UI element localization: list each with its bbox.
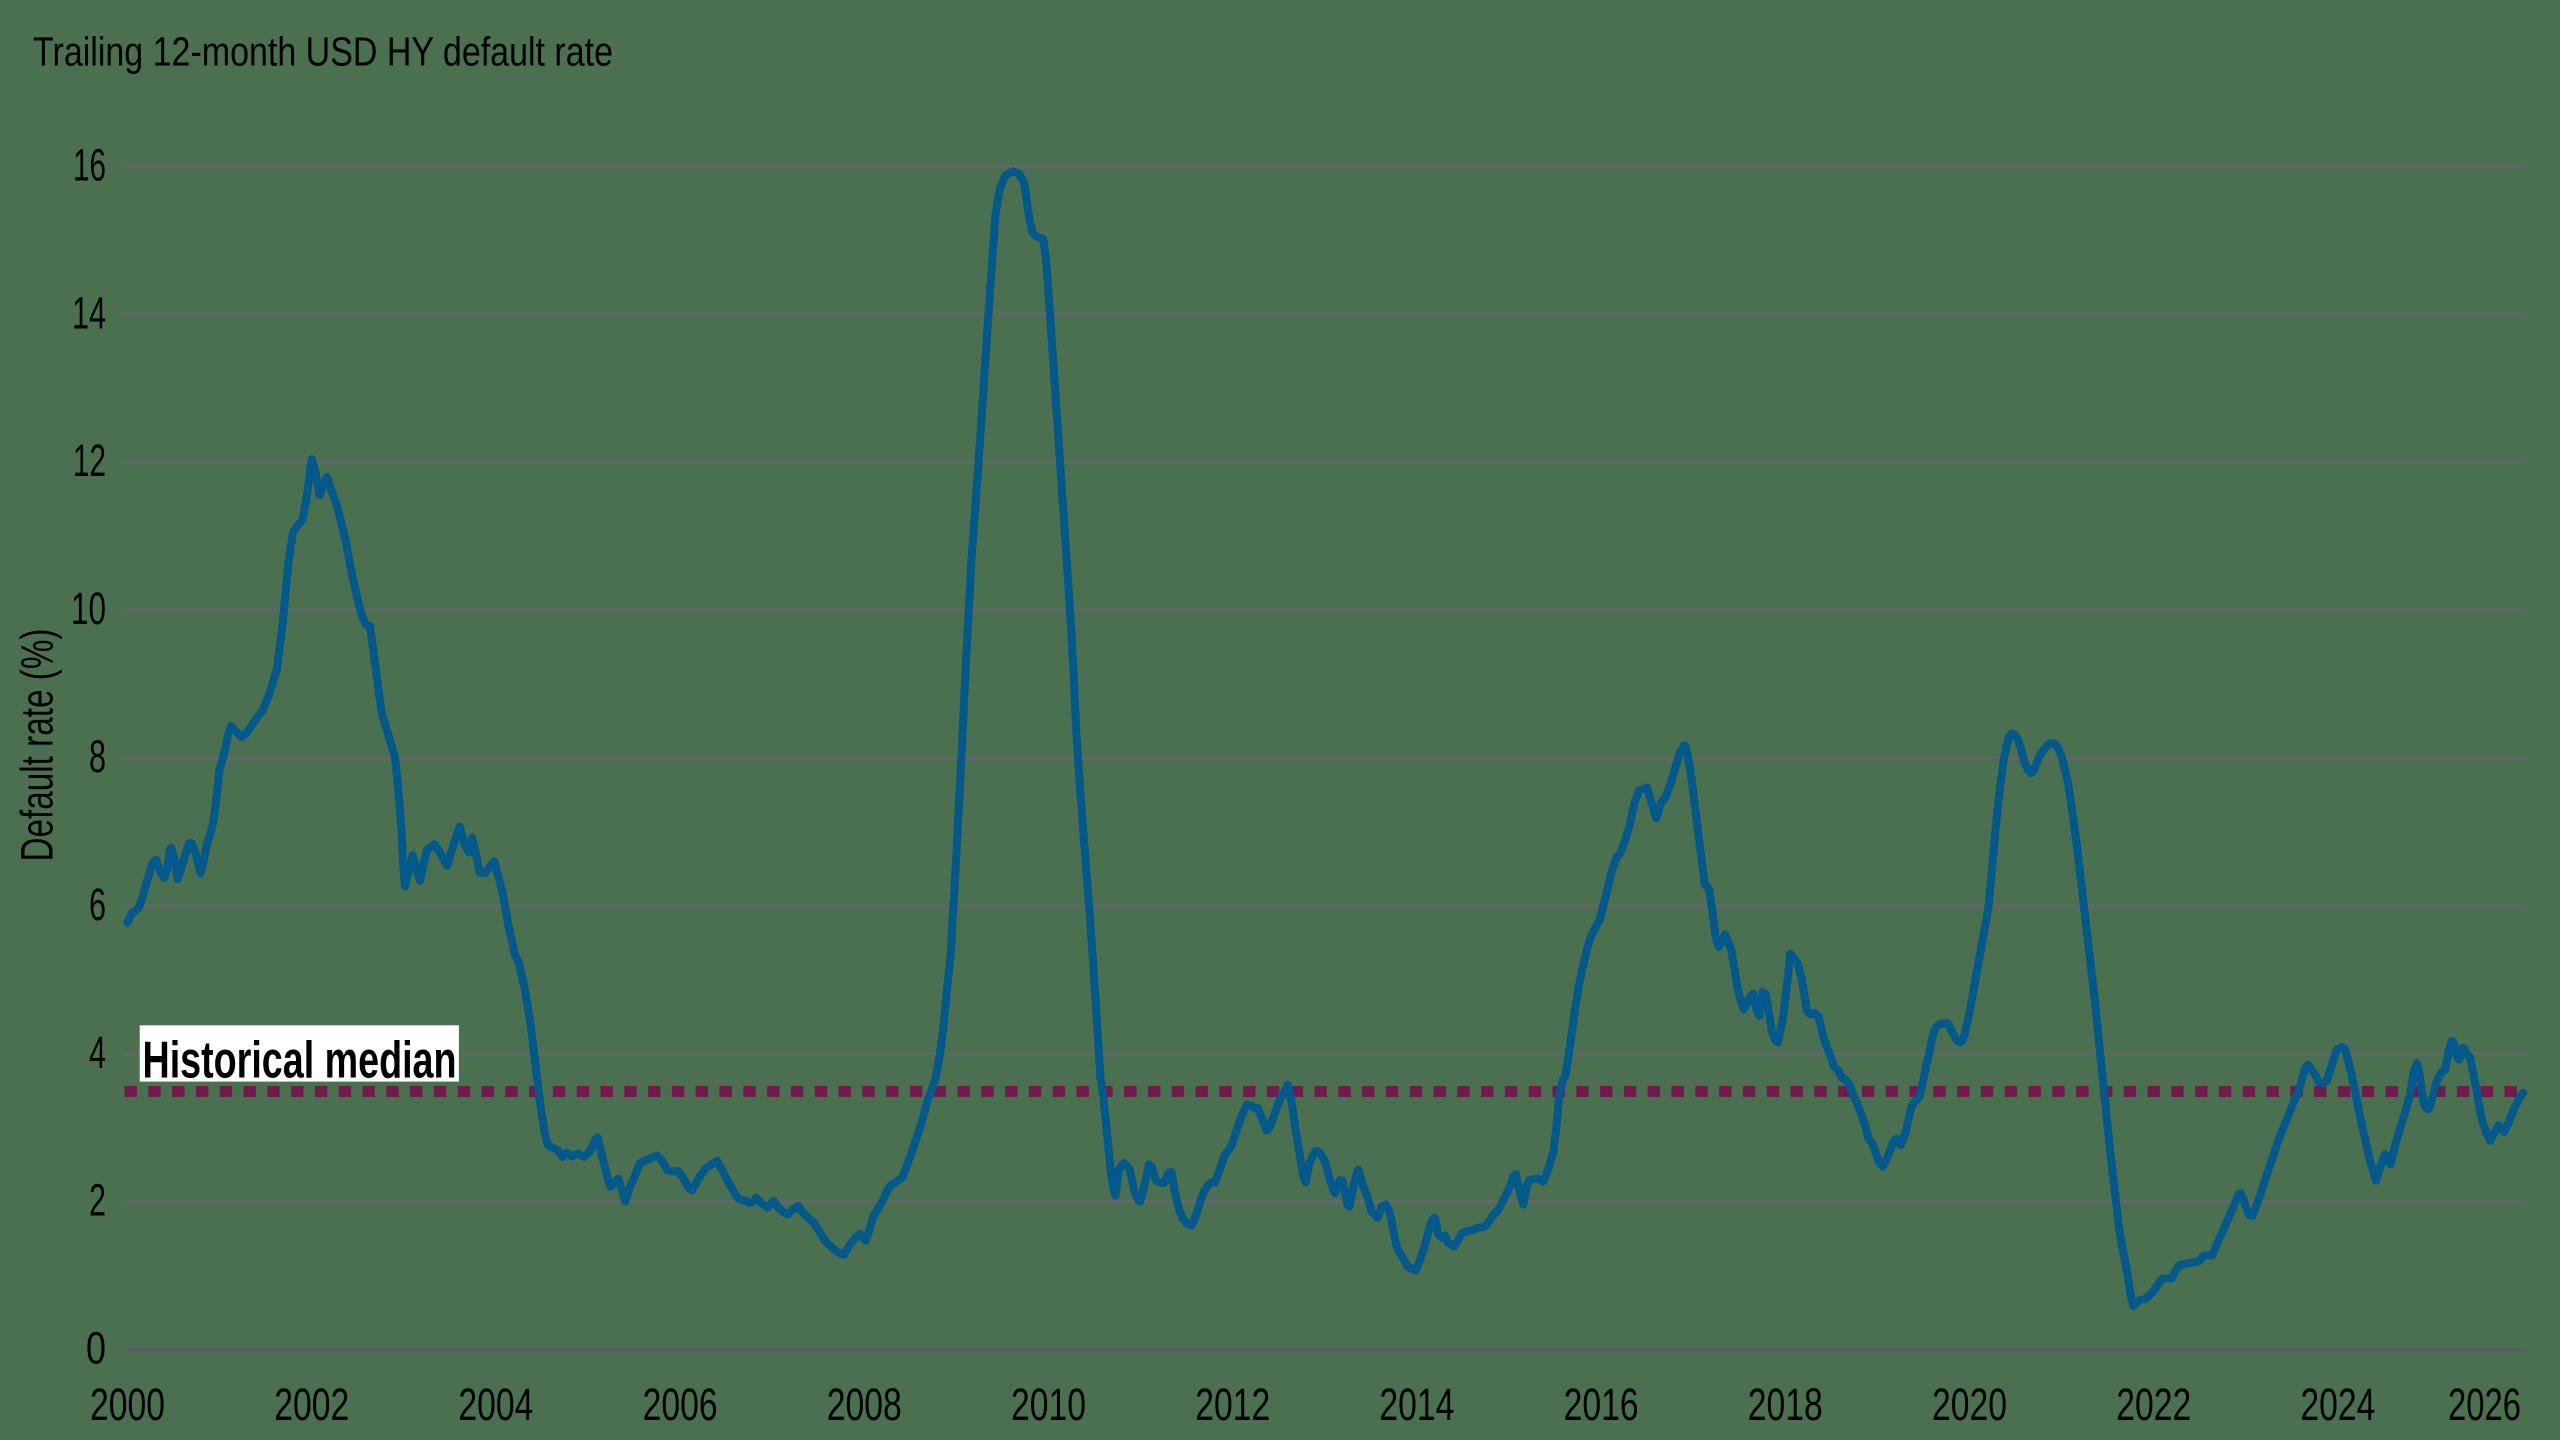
svg-text:12: 12	[73, 435, 106, 486]
svg-text:16: 16	[73, 139, 106, 190]
svg-text:8: 8	[89, 731, 106, 782]
svg-text:2004: 2004	[458, 1379, 533, 1430]
svg-text:2002: 2002	[274, 1379, 349, 1430]
svg-text:2: 2	[89, 1175, 106, 1226]
svg-text:Trailing 12-month USD HY defau: Trailing 12-month USD HY default rate	[33, 29, 613, 75]
svg-text:2024: 2024	[2300, 1379, 2375, 1430]
svg-text:Default rate (%): Default rate (%)	[12, 629, 63, 862]
svg-text:2012: 2012	[1195, 1379, 1270, 1430]
svg-text:2022: 2022	[2116, 1379, 2191, 1430]
svg-text:14: 14	[72, 287, 106, 338]
svg-text:2014: 2014	[1379, 1379, 1454, 1430]
svg-text:Historical median: Historical median	[143, 1032, 457, 1090]
svg-text:2008: 2008	[827, 1379, 902, 1430]
svg-text:2018: 2018	[1748, 1379, 1823, 1430]
svg-text:0: 0	[86, 1323, 106, 1374]
svg-text:2016: 2016	[1564, 1379, 1639, 1430]
svg-text:10: 10	[71, 583, 106, 634]
svg-text:2006: 2006	[643, 1379, 718, 1430]
svg-text:2020: 2020	[1932, 1379, 2007, 1430]
svg-text:6: 6	[89, 879, 106, 930]
svg-text:2026: 2026	[2448, 1379, 2521, 1430]
svg-text:2010: 2010	[1011, 1379, 1086, 1430]
svg-text:4: 4	[89, 1027, 106, 1078]
svg-text:2000: 2000	[90, 1379, 165, 1430]
